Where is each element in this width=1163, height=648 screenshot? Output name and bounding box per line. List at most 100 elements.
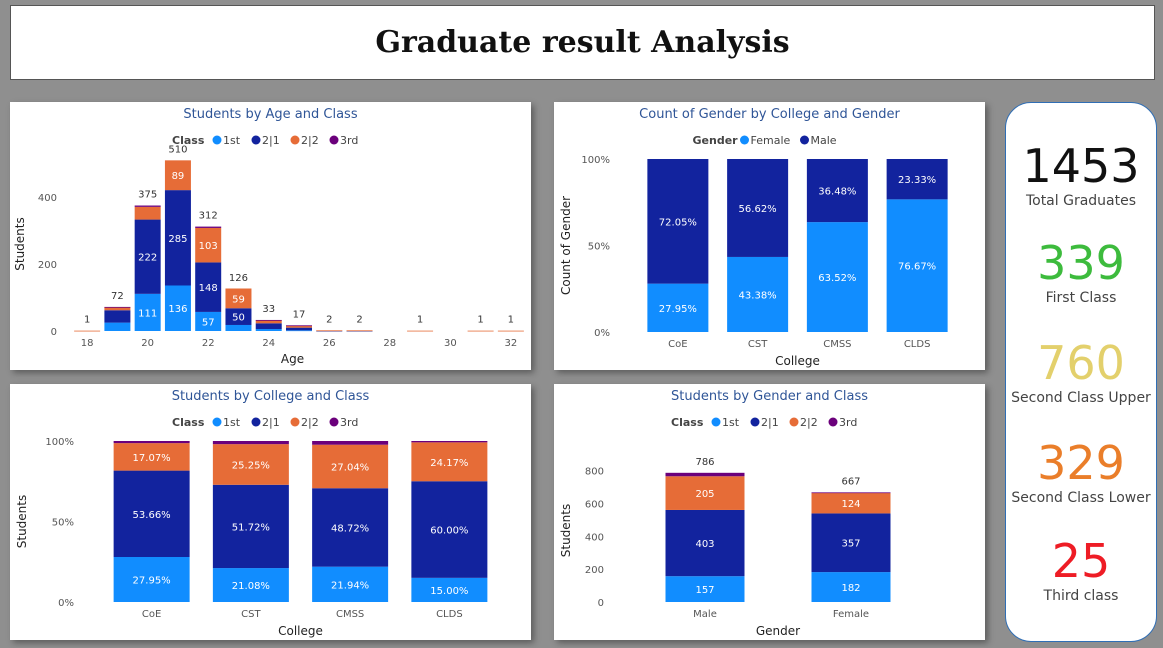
college-class-chart-svg: Students by College and Class Class 1st 2|1…	[15, 389, 488, 638]
gender-class-chart-svg: Students by Gender and Class Class 1st 2|1 2…	[559, 389, 891, 638]
kpi-third-class: 25 Third class	[1006, 536, 1156, 604]
bar-segment-3rd	[195, 226, 222, 228]
bar-data-label: 24.17%	[430, 458, 468, 469]
legend-title: Class	[671, 416, 704, 429]
bar-segment-1st	[811, 572, 891, 602]
kpi-first-class: 339 First Class	[1006, 238, 1156, 306]
y-tick-label: 400	[38, 193, 57, 204]
legend-label-3rd: 3rd	[340, 134, 358, 147]
bar-segment-2-1	[104, 310, 131, 323]
bar-segment-3rd	[104, 306, 131, 308]
bar-total-label: 33	[262, 304, 275, 315]
legend-label-2-1: 2|1	[262, 416, 280, 429]
bar-data-label: 357	[841, 539, 860, 550]
bar-total-label: 17	[293, 309, 306, 320]
kpi-total-graduates-label: Total Graduates	[1025, 193, 1137, 209]
x-tick-label: CMSS	[823, 339, 851, 350]
bar-segment-1st	[212, 568, 289, 602]
bar-data-label: 182	[841, 583, 860, 594]
bar-segment-3rd	[255, 319, 282, 321]
bar-segment-2-1	[411, 481, 488, 578]
kpi-second-class-lower: 329 Second Class Lower	[1006, 438, 1156, 506]
x-tick-label: CLDS	[904, 339, 931, 350]
bar-total-label: 2	[356, 314, 362, 325]
bar-segment-1st	[195, 311, 222, 331]
bar-segment-2-2	[255, 320, 282, 324]
y-tick-label: 800	[585, 467, 604, 478]
bar-segment-3rd	[212, 441, 289, 445]
x-tick-label: CST	[748, 339, 768, 350]
chart-students-by-college-and-class[interactable]: Students by College and Class Class 1st 2|1…	[10, 384, 531, 640]
x-tick-label: CLDS	[436, 609, 463, 620]
y-tick-label: 50%	[588, 242, 610, 253]
bar-segment-1st	[665, 576, 745, 602]
bar-data-label: 21.94%	[331, 580, 369, 591]
y-tick-label: 200	[38, 260, 57, 271]
bar-segment-2-1	[312, 488, 389, 567]
chart-gender-by-college[interactable]: Count of Gender by College and Gender Gen…	[554, 102, 985, 370]
bar-segment-1st	[411, 577, 488, 602]
chart-students-by-gender-and-class[interactable]: Students by Gender and Class Class 1st 2|1 2…	[554, 384, 985, 640]
bar-segment-3rd	[811, 492, 891, 494]
bar-total-label: 375	[138, 190, 157, 201]
bar-segment-2-2	[346, 330, 373, 332]
bar-total-label: 2	[326, 314, 332, 325]
legend-label-2-1: 2|1	[761, 416, 779, 429]
legend-label-1st: 1st	[223, 134, 241, 147]
bar-segment-2-2	[164, 160, 191, 191]
bar-segment-3rd	[113, 441, 190, 444]
bar-data-label: 27.95%	[133, 576, 171, 587]
legend-marker-2-1	[750, 417, 760, 427]
bar-total-label: 667	[841, 476, 860, 487]
bar-segment-3rd	[665, 472, 745, 477]
kpi-second-class-upper-value: 760	[1037, 336, 1125, 390]
x-tick-label: CoE	[142, 609, 161, 620]
legend-label-1st: 1st	[722, 416, 740, 429]
bar-data-label: 60.00%	[430, 526, 468, 537]
bar-data-label: 63.52%	[818, 273, 856, 284]
legend-marker-1st	[212, 417, 222, 427]
bar-segment-2-1	[811, 513, 891, 573]
bar-segment-3rd	[134, 205, 161, 207]
x-tick-label: 22	[202, 338, 215, 349]
chart-students-by-age-and-class[interactable]: Students by Age and Class Class 1st 2|1 2|2 3…	[10, 102, 531, 370]
bar-segment-male	[727, 159, 789, 257]
bar-data-label: 21.08%	[232, 581, 270, 592]
y-tick-label: 50%	[52, 518, 74, 529]
y-axis-label: Students	[559, 504, 573, 558]
legend-marker-2-1	[251, 135, 261, 145]
legend-label-3rd: 3rd	[839, 416, 857, 429]
bar-data-label: 50	[232, 313, 245, 324]
bar-data-label: 27.95%	[659, 304, 697, 315]
legend-title: Class	[172, 134, 205, 147]
y-tick-label: 100%	[45, 437, 74, 448]
bar-segment-2-2	[134, 206, 161, 220]
bar-data-label: 17.07%	[133, 453, 171, 464]
kpi-card: 1453 Total Graduates 339 First Class 760…	[1005, 102, 1157, 642]
bar-data-label: 15.00%	[430, 586, 468, 597]
bar-segment-3rd	[411, 441, 488, 443]
bar-segment-2-1	[225, 308, 252, 325]
y-tick-label: 0	[598, 598, 604, 609]
kpi-total-graduates: 1453 Total Graduates	[1006, 141, 1156, 209]
x-tick-label: Male	[693, 609, 717, 620]
bar-segment-2-1	[195, 262, 222, 312]
bar-segment-male	[806, 159, 868, 223]
kpi-first-class-label: First Class	[1045, 290, 1117, 306]
bar-segment-2-1	[255, 323, 282, 329]
bar-segment-1st	[225, 324, 252, 331]
legend-marker-female	[740, 135, 749, 145]
kpi-third-class-label: Third class	[1043, 588, 1119, 604]
bar-segment-2-1	[164, 190, 191, 286]
bar-data-label: 285	[168, 234, 187, 245]
bar-segment-2-2	[286, 325, 312, 328]
x-tick-label: 20	[141, 338, 154, 349]
kpi-first-class-value: 339	[1037, 236, 1125, 290]
bar-segment-2-2	[74, 330, 101, 332]
bar-segment-female	[886, 199, 948, 332]
bar-total-label: 1	[508, 315, 514, 326]
x-tick-label: 28	[383, 338, 396, 349]
bar-segment-2-2	[104, 307, 131, 311]
bar-segment-2-1	[113, 470, 190, 558]
bar-data-label: 23.33%	[898, 175, 936, 186]
